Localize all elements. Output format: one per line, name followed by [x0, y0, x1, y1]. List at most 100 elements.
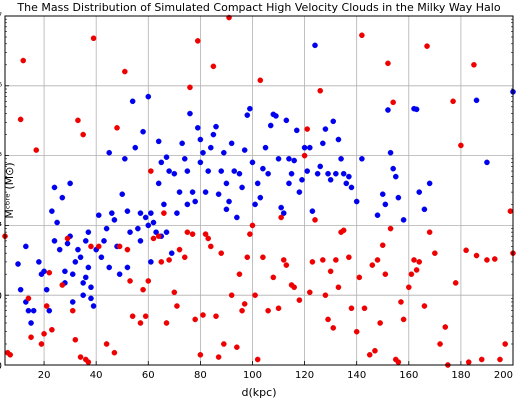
- data-point: [80, 131, 86, 138]
- data-point: [85, 264, 92, 271]
- data-points: [2, 14, 516, 368]
- data-point: [239, 307, 245, 314]
- x-tick-label: 160: [399, 370, 418, 381]
- data-point: [171, 289, 178, 296]
- data-point: [228, 140, 235, 147]
- y-axis-label: Mᶜᵒʳᵉ (M⊙): [3, 162, 16, 218]
- data-point: [221, 341, 227, 347]
- data-point: [296, 297, 303, 303]
- data-point: [213, 313, 219, 320]
- data-point: [327, 177, 334, 183]
- data-point: [421, 303, 428, 309]
- data-point: [306, 144, 313, 151]
- data-point: [262, 144, 269, 151]
- data-point: [405, 284, 412, 291]
- data-point: [205, 168, 211, 174]
- data-point: [291, 157, 297, 164]
- data-point: [145, 222, 152, 229]
- data-point: [124, 208, 131, 214]
- data-point: [189, 231, 196, 237]
- data-point: [33, 147, 40, 153]
- data-point: [359, 155, 365, 162]
- data-point: [398, 299, 404, 305]
- data-point: [221, 149, 227, 156]
- data-point: [30, 307, 37, 314]
- data-point: [330, 325, 337, 331]
- data-point: [309, 208, 316, 214]
- data-point: [174, 303, 180, 309]
- data-point: [181, 155, 188, 162]
- data-point: [286, 155, 292, 162]
- y-tick-label: 10⁵: [0, 152, 2, 163]
- data-point: [124, 264, 131, 271]
- data-point: [361, 305, 368, 312]
- data-point: [41, 268, 47, 275]
- data-point: [387, 225, 394, 232]
- data-point: [309, 259, 316, 265]
- data-point: [85, 359, 92, 365]
- data-point: [142, 214, 149, 221]
- data-point: [278, 214, 284, 221]
- data-point: [241, 147, 248, 153]
- data-point: [101, 238, 107, 244]
- x-tick-label: 140: [347, 370, 366, 381]
- data-point: [90, 303, 97, 309]
- data-point: [25, 307, 32, 314]
- data-point: [192, 198, 198, 205]
- x-tick-label: 120: [295, 370, 314, 381]
- data-point: [304, 126, 310, 132]
- data-point: [301, 144, 308, 151]
- data-point: [507, 208, 514, 214]
- data-point: [150, 219, 157, 226]
- y-tick-label: 1000: [0, 291, 2, 302]
- data-point: [49, 326, 55, 333]
- data-point: [124, 246, 131, 253]
- data-point: [140, 128, 146, 135]
- data-point: [320, 140, 326, 147]
- data-point: [317, 163, 324, 170]
- data-point: [452, 280, 459, 286]
- data-point: [390, 99, 396, 106]
- data-point: [473, 97, 480, 104]
- data-point: [148, 168, 154, 174]
- data-point: [184, 201, 191, 208]
- data-point: [372, 347, 378, 354]
- data-point: [416, 259, 423, 265]
- data-point: [382, 271, 389, 277]
- data-point: [51, 184, 58, 191]
- data-point: [306, 289, 313, 296]
- data-point: [153, 229, 159, 235]
- data-point: [278, 204, 284, 211]
- data-point: [106, 264, 113, 271]
- data-point: [465, 359, 472, 365]
- data-point: [64, 240, 71, 247]
- data-point: [137, 238, 144, 244]
- data-point: [158, 159, 165, 166]
- data-point: [80, 280, 86, 286]
- data-point: [88, 243, 94, 250]
- data-point: [241, 301, 248, 307]
- data-point: [187, 84, 193, 91]
- data-point: [312, 217, 318, 223]
- data-point: [283, 262, 290, 268]
- data-point: [54, 219, 60, 226]
- data-point: [23, 243, 29, 250]
- data-point: [77, 254, 84, 261]
- data-point: [111, 217, 118, 223]
- data-point: [145, 93, 152, 100]
- data-point: [333, 257, 339, 263]
- data-point: [77, 354, 84, 360]
- data-point: [340, 227, 347, 234]
- data-point: [330, 118, 337, 125]
- x-tick-label: 180: [451, 370, 470, 381]
- data-point: [46, 307, 53, 314]
- data-point: [432, 250, 438, 256]
- data-point: [348, 184, 355, 191]
- data-point: [346, 254, 352, 261]
- data-point: [288, 170, 295, 177]
- data-point: [377, 320, 383, 326]
- data-point: [171, 170, 178, 177]
- x-tick-label: 40: [90, 370, 103, 381]
- data-point: [205, 235, 211, 242]
